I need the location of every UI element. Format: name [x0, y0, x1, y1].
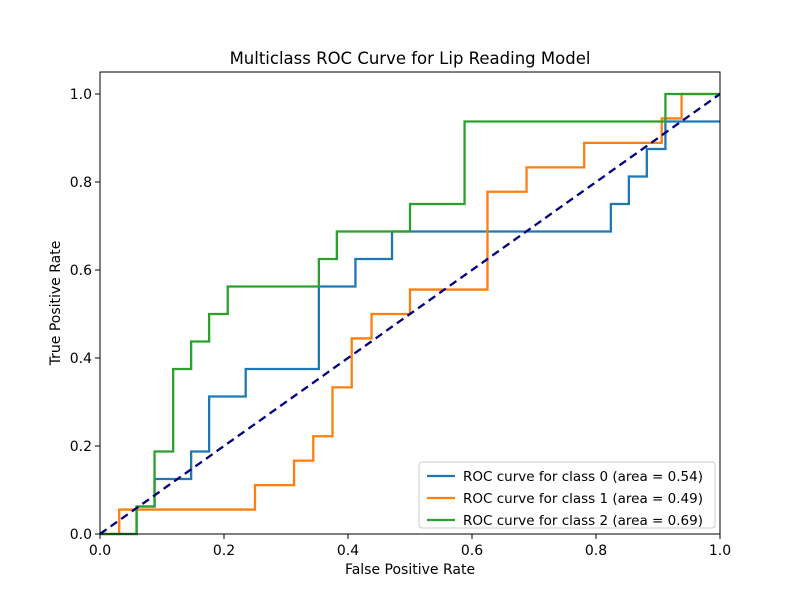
legend: ROC curve for class 0 (area = 0.54) ROC c… [418, 461, 716, 529]
y-tick-label: 0.8 [70, 175, 92, 191]
y-tick-label: 0.6 [70, 263, 92, 279]
plot-lines [99, 92, 721, 536]
chance-diagonal-line [99, 93, 721, 535]
chart-title: Multiclass ROC Curve for Lip Reading Mod… [230, 49, 591, 68]
x-tick-label: 0.6 [461, 543, 483, 559]
x-tick-label: 1.0 [709, 543, 731, 559]
x-tick-label: 0.0 [89, 543, 111, 559]
legend-box [418, 461, 716, 529]
roc-curve-class-1 [100, 92, 720, 536]
legend-label: ROC curve for class 1 (area = 0.49) [463, 491, 703, 507]
x-tick-label: 0.2 [213, 543, 235, 559]
y-tick-label: 0.4 [70, 351, 92, 367]
legend-label: ROC curve for class 2 (area = 0.69) [463, 513, 703, 529]
x-tick-label: 0.8 [585, 543, 607, 559]
roc-curve-class-2 [100, 92, 720, 536]
y-tick-label: 0.2 [70, 439, 92, 455]
legend-label: ROC curve for class 0 (area = 0.54) [463, 469, 703, 485]
x-tick-label: 0.4 [337, 543, 359, 559]
x-axis: 0.0 0.2 0.4 0.6 0.8 1.0 [89, 534, 731, 559]
x-axis-label: False Positive Rate [345, 562, 475, 578]
roc-curve-class-0 [100, 120, 720, 536]
plot-frame [99, 71, 721, 535]
y-axis: 0.0 0.2 0.4 0.6 0.8 1.0 [70, 87, 100, 543]
y-tick-label: 1.0 [70, 87, 92, 103]
y-axis-label: True Positive Rate [48, 241, 64, 367]
y-tick-label: 0.0 [70, 527, 92, 543]
